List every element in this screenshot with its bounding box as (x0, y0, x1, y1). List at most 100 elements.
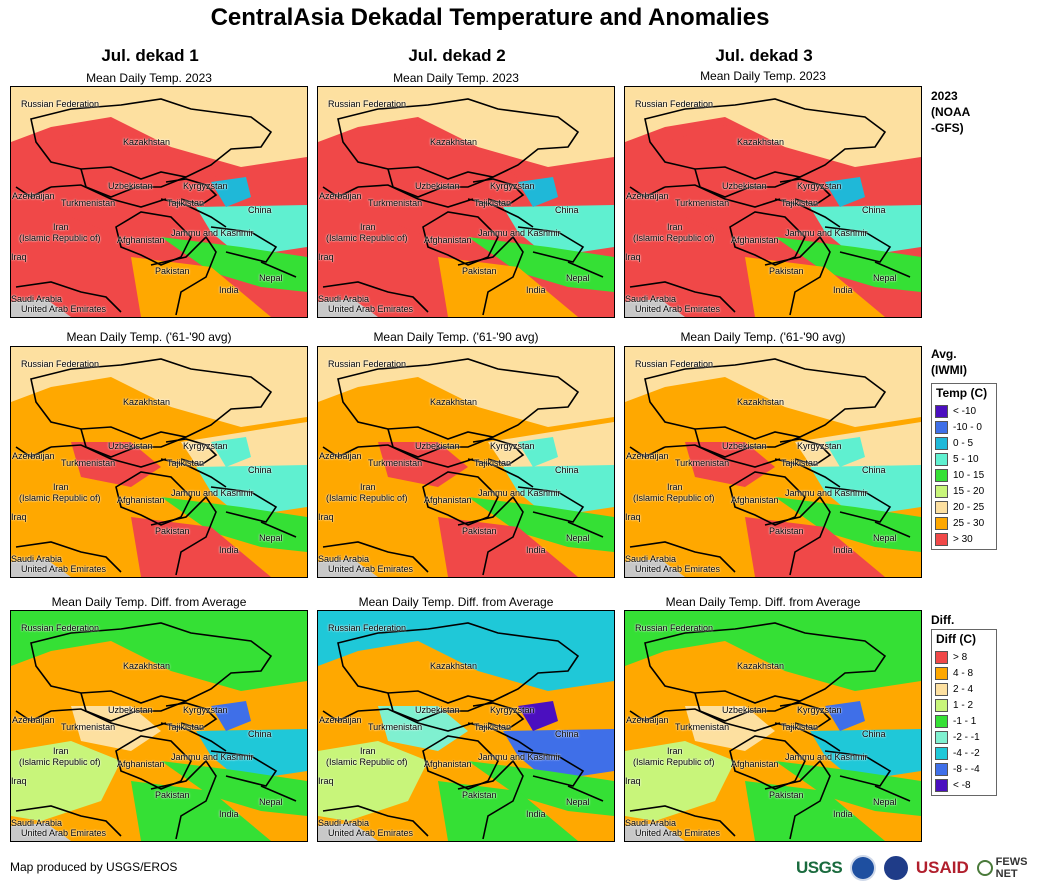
label-pakistan: Pakistan (769, 526, 804, 536)
label-jammu-and-kashmir: Jammu and Kashmir (171, 228, 254, 238)
label-iran-subtitle: (Islamic Republic of) (633, 493, 715, 503)
label-jammu-and-kashmir: Jammu and Kashmir (171, 752, 254, 762)
label-afghanistan: Afghanistan (117, 495, 165, 505)
label-kazakhstan: Kazakhstan (737, 397, 785, 407)
temp-legend-item: 0 - 5 (935, 435, 993, 451)
label-nepal: Nepal (873, 273, 897, 283)
label-turkmenistan: Turkmenistan (368, 198, 423, 208)
label-india: India (526, 545, 546, 555)
label-tajikistan: Tajikistan (781, 722, 819, 732)
logo-strip: USGS USAID FEWS NET (796, 855, 1052, 881)
fews-net-logo: FEWS NET (976, 856, 1052, 880)
label-turkmenistan: Turkmenistan (61, 458, 116, 468)
label-iran-subtitle: (Islamic Republic of) (633, 757, 715, 767)
temp-legend-item: 15 - 20 (935, 483, 993, 499)
temp-legend-swatch (935, 404, 948, 418)
row-label-average: Avg. (IWMI) (931, 347, 967, 377)
map-panel-actual-dekad-3: Russian Federation Kazakhstan Uzbekistan… (624, 86, 922, 318)
diff-legend-item: 4 - 8 (935, 665, 993, 681)
map-graphic (625, 87, 921, 317)
map-panel-average-dekad-2: Russian Federation Kazakhstan Uzbekistan… (317, 346, 615, 578)
figure-title: CentralAsia Dekadal Temperature and Anom… (210, 4, 770, 31)
label-tajikistan: Tajikistan (474, 722, 512, 732)
noaa-logo-icon (850, 855, 877, 881)
map-graphic (11, 347, 307, 577)
temp-legend-swatch (935, 516, 948, 530)
temp-legend-label: > 30 (953, 533, 973, 545)
label-russian-federation: Russian Federation (21, 623, 100, 633)
label-iran-subtitle: (Islamic Republic of) (19, 233, 101, 243)
label-saudi-arabia: Saudi Arabia (625, 818, 677, 828)
label-kyrgyzstan: Kyrgyzstan (490, 441, 535, 451)
label-kazakhstan: Kazakhstan (123, 137, 171, 147)
panel-title-diff-1: Mean Daily Temp. Diff. from Average (51, 595, 247, 609)
label-jammu-and-kashmir: Jammu and Kashmir (478, 488, 561, 498)
label-jammu-and-kashmir: Jammu and Kashmir (785, 488, 868, 498)
label-iraq: Iraq (11, 776, 27, 786)
diff-legend-label: -2 - -1 (953, 731, 980, 743)
label-iran: Iran (360, 746, 376, 756)
diff-legend-swatch (935, 762, 948, 776)
diff-legend-swatch (935, 730, 948, 744)
label-united-arab-emirates: United Arab Emirates (635, 304, 721, 314)
map-panel-average-dekad-1: Russian Federation Kazakhstan Uzbekistan… (10, 346, 308, 578)
difference-legend: Diff (C) > 8 4 - 8 2 - 4 1 - 2 -1 - 1 -2 - -1… (931, 629, 997, 796)
label-tajikistan: Tajikistan (781, 458, 819, 468)
label-pakistan: Pakistan (155, 266, 190, 276)
label-pakistan: Pakistan (462, 266, 497, 276)
label-azerbaijan: Azerbaijan (319, 451, 362, 461)
label-iran-subtitle: (Islamic Republic of) (326, 233, 408, 243)
temp-legend-swatch (935, 484, 948, 498)
label-jammu-and-kashmir: Jammu and Kashmir (478, 752, 561, 762)
label-tajikistan: Tajikistan (167, 722, 205, 732)
temp-legend-swatch (935, 420, 948, 434)
temp-legend-label: 20 - 25 (953, 501, 985, 513)
temp-legend-label: 5 - 10 (953, 453, 979, 465)
temp-legend-item: 25 - 30 (935, 515, 993, 531)
label-afghanistan: Afghanistan (117, 759, 165, 769)
label-afghanistan: Afghanistan (117, 235, 165, 245)
label-russian-federation: Russian Federation (328, 359, 407, 369)
diff-legend-label: -4 - -2 (953, 747, 980, 759)
map-graphic (318, 87, 614, 317)
label-uzbekistan: Uzbekistan (722, 441, 767, 451)
usaid-logo: USAID (915, 858, 969, 877)
label-tajikistan: Tajikistan (781, 198, 819, 208)
label-india: India (833, 285, 853, 295)
label-kyrgyzstan: Kyrgyzstan (490, 705, 535, 715)
label-india: India (833, 545, 853, 555)
label-turkmenistan: Turkmenistan (675, 458, 730, 468)
diff-legend-label: 2 - 4 (953, 683, 974, 695)
label-jammu-and-kashmir: Jammu and Kashmir (785, 228, 868, 238)
label-kyrgyzstan: Kyrgyzstan (183, 705, 228, 715)
label-nepal: Nepal (259, 533, 283, 543)
label-saudi-arabia: Saudi Arabia (318, 818, 370, 828)
map-graphic (11, 611, 307, 841)
label-china: China (555, 205, 579, 215)
label-turkmenistan: Turkmenistan (368, 722, 423, 732)
label-china: China (555, 465, 579, 475)
label-iran-subtitle: (Islamic Republic of) (326, 757, 408, 767)
label-saudi-arabia: Saudi Arabia (11, 554, 63, 564)
label-kazakhstan: Kazakhstan (123, 397, 171, 407)
diff-legend-label: -1 - 1 (953, 715, 977, 727)
label-azerbaijan: Azerbaijan (626, 451, 669, 461)
temp-legend-swatch (935, 468, 948, 482)
label-iran: Iran (667, 746, 683, 756)
label-afghanistan: Afghanistan (731, 495, 779, 505)
label-united-arab-emirates: United Arab Emirates (328, 304, 414, 314)
label-afghanistan: Afghanistan (424, 495, 472, 505)
label-iraq: Iraq (625, 776, 641, 786)
label-uzbekistan: Uzbekistan (108, 441, 153, 451)
diff-legend-item: -4 - -2 (935, 745, 993, 761)
temp-legend-label: 25 - 30 (953, 517, 985, 529)
diff-legend-item: 2 - 4 (935, 681, 993, 697)
label-turkmenistan: Turkmenistan (675, 722, 730, 732)
label-china: China (862, 465, 886, 475)
map-graphic (318, 611, 614, 841)
diff-legend-swatch (935, 746, 948, 760)
label-russian-federation: Russian Federation (328, 623, 407, 633)
diff-legend-label: 1 - 2 (953, 699, 974, 711)
row-label-diff: Diff. (931, 613, 955, 627)
diff-legend-swatch (935, 714, 948, 728)
